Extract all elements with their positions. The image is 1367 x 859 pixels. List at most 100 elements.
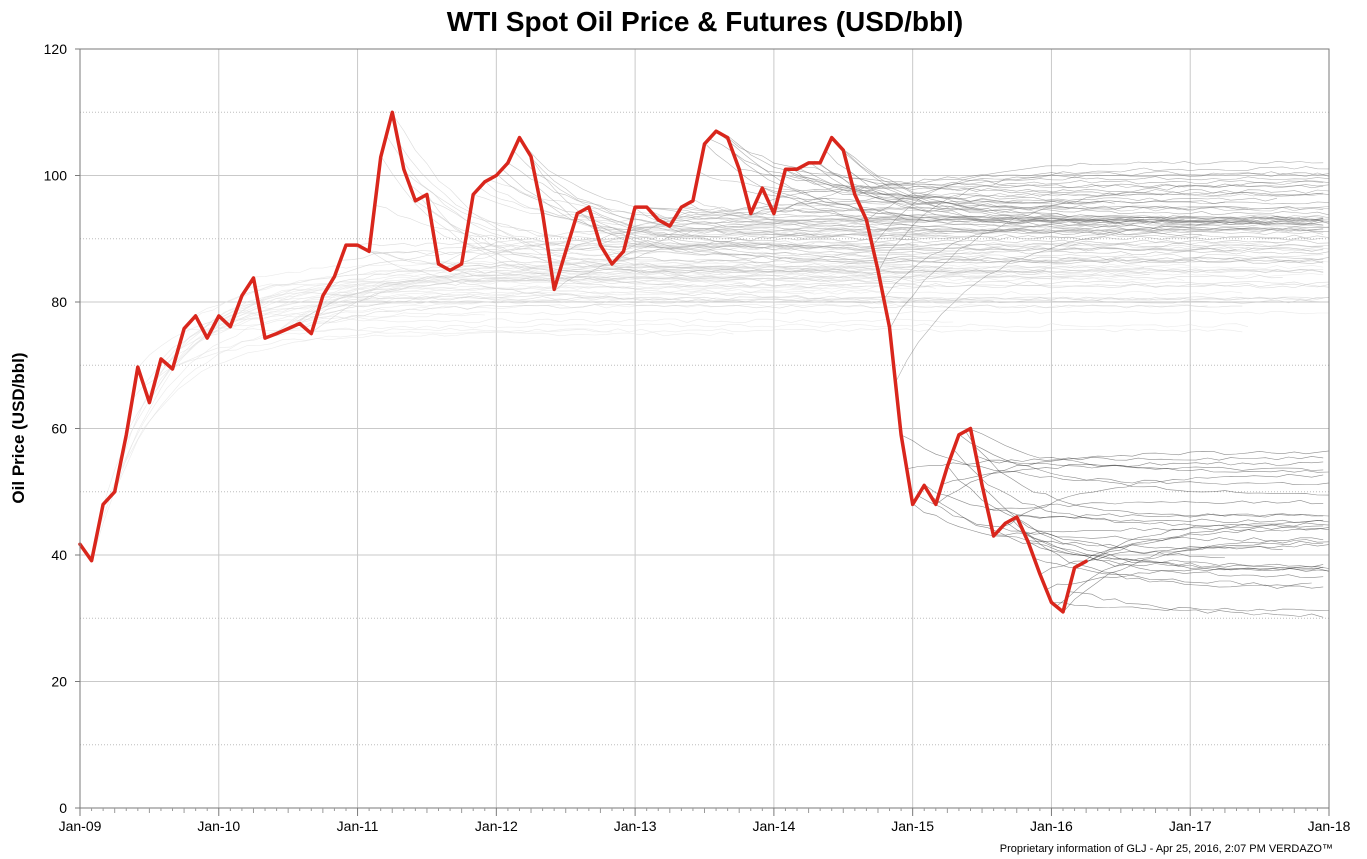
futures-curve — [143, 328, 1243, 387]
futures-curve — [1016, 513, 1330, 519]
futures-curve — [1074, 527, 1330, 569]
futures-curve — [450, 269, 1330, 288]
x-tick-label: Jan-10 — [197, 818, 240, 834]
x-tick-label: Jan-11 — [337, 818, 379, 834]
futures-curve — [305, 304, 1243, 328]
x-tick-label: Jan-14 — [752, 818, 795, 834]
futures-curve — [559, 268, 1046, 274]
futures-curve — [883, 217, 1324, 300]
x-tick-label: Jan-09 — [59, 818, 102, 834]
futures-curve — [322, 293, 1330, 301]
futures-curve — [166, 290, 1243, 364]
futures-curve — [102, 285, 867, 506]
futures-curve — [773, 176, 1330, 214]
futures-curve — [918, 495, 1324, 542]
y-tick-label: 120 — [44, 41, 68, 57]
futures-curve — [201, 272, 1324, 326]
futures-curve — [530, 157, 1330, 239]
futures-curve — [369, 250, 994, 256]
futures-curve — [710, 139, 1278, 202]
futures-curve — [403, 170, 1330, 248]
futures-curve — [340, 242, 815, 261]
futures-curve — [1034, 557, 1312, 587]
futures-curve — [1080, 519, 1324, 566]
futures-curve — [843, 151, 1330, 225]
futures-curve — [97, 331, 734, 534]
futures-curve — [467, 230, 1150, 276]
futures-curve — [895, 219, 1324, 383]
futures-curve — [137, 299, 994, 369]
futures-curve — [1057, 540, 1324, 606]
futures-curve — [386, 135, 757, 264]
y-tick-label: 100 — [44, 168, 68, 184]
futures-curve — [1010, 518, 1324, 578]
futures-curve — [1068, 591, 1324, 618]
futures-curve — [900, 434, 1330, 486]
futures-curve — [594, 225, 1324, 241]
futures-curve — [999, 473, 1324, 529]
futures-curve — [976, 455, 1324, 471]
y-axis: 0 20 40 60 80 100 120 — [44, 41, 80, 816]
futures-curve — [236, 309, 954, 323]
spot-price-line — [78, 110, 1088, 614]
futures-curve — [617, 255, 1324, 265]
futures-curve — [947, 465, 1225, 558]
futures-curve — [241, 269, 578, 298]
x-axis: Jan-09 Jan-10 Jan-11 Jan-12 Jan-13 Jan-14 Jan-… — [59, 808, 1351, 834]
futures-curve — [282, 268, 1324, 333]
futures-curve — [287, 265, 1145, 331]
futures-curve — [756, 201, 1324, 224]
futures-curve — [264, 297, 913, 339]
x-tick-label: Jan-13 — [614, 818, 657, 834]
x-tick-label: Jan-16 — [1030, 818, 1073, 834]
futures-curve — [831, 135, 1330, 216]
futures-curve — [987, 499, 1324, 511]
futures-curve — [935, 450, 1330, 505]
futures-curve — [293, 269, 1324, 328]
futures-curve — [409, 183, 1324, 259]
y-tick-label: 40 — [51, 547, 67, 563]
futures-curve — [496, 173, 959, 239]
futures-curve — [420, 198, 954, 270]
futures-curve — [577, 214, 1330, 261]
futures-curve — [1062, 539, 1330, 613]
y-tick-label: 20 — [51, 674, 67, 690]
futures-curve — [889, 180, 1330, 330]
futures-curve — [334, 246, 1330, 276]
futures-curve — [212, 303, 1208, 329]
futures-curve — [970, 429, 1330, 473]
chart-title: WTI Spot Oil Price & Futures (USD/bbl) — [447, 6, 963, 37]
futures-curve — [791, 167, 1324, 210]
futures-curve — [768, 180, 1324, 202]
futures-curve — [588, 208, 1237, 252]
futures-curve — [276, 271, 705, 333]
futures-curve — [750, 192, 1330, 216]
futures-curve — [253, 259, 1330, 278]
x-tick-label: Jan-12 — [475, 818, 518, 834]
futures-curve — [571, 227, 1324, 233]
futures-curve — [848, 170, 1324, 221]
futures-curve — [802, 167, 1324, 196]
futures-curve — [825, 150, 1324, 225]
futures-curve — [993, 526, 1330, 536]
y-tick-label: 80 — [51, 294, 67, 310]
futures-curve — [455, 263, 919, 269]
futures-curve — [958, 434, 1330, 496]
futures-curve — [912, 503, 1283, 550]
futures-curve — [230, 310, 1329, 327]
footer-note: Proprietary information of GLJ - Apr 25,… — [1000, 843, 1333, 855]
futures-curve — [542, 212, 1330, 244]
futures-curve — [814, 160, 1185, 222]
futures-curve — [877, 166, 1330, 273]
futures-curve — [721, 135, 1324, 232]
futures-curve — [1085, 522, 1330, 563]
futures-curve — [727, 135, 1330, 205]
futures-curve — [819, 163, 1330, 230]
futures-curve — [634, 207, 1330, 255]
futures-curve — [316, 274, 1069, 317]
futures-curve — [299, 294, 601, 324]
x-tick-label: Jan-17 — [1169, 818, 1212, 834]
futures-curves — [91, 113, 1330, 618]
